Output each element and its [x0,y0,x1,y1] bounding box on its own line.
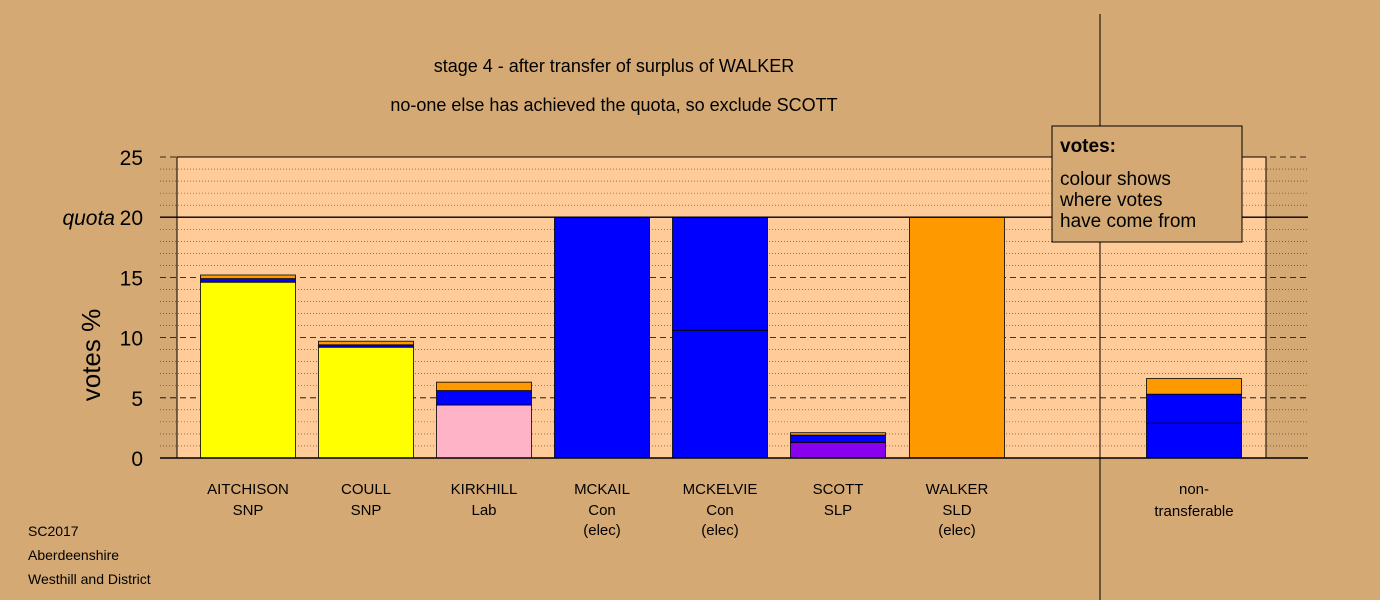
nontransferable-label-2: transferable [1154,503,1233,520]
footer-line-3: Westhill and District [28,571,151,587]
y-tick-label: 20 [120,207,143,230]
candidate-party: SNP [233,502,264,519]
legend-line: where votes [1059,190,1162,211]
candidate-party: SLP [824,502,852,519]
bar-kirkhill-segment [436,404,532,459]
legend-line: have come from [1060,211,1196,232]
bar-aitchison-segment [200,281,296,459]
bar-nontransferable-segment [1146,393,1242,424]
candidate-name: AITCHISON [207,481,289,498]
candidate-status: (elec) [701,522,739,539]
quota-label: quota [62,207,115,230]
bar-kirkhill-segment [436,390,532,406]
y-tick-label: 0 [131,448,143,471]
candidate-name: COULL [341,481,391,498]
bar-coull-segment [318,340,414,346]
chart-subtitle: no-one else has achieved the quota, so e… [390,95,837,115]
bar-mckelvie-segment [672,216,768,331]
candidate-status: (elec) [583,522,621,539]
candidate-name: KIRKHILL [451,481,518,498]
bar-aitchison-segment [200,278,296,283]
candidate-name: MCKELVIE [683,481,758,498]
bar-scott-segment [790,434,886,443]
candidate-party: SLD [942,502,971,519]
footer-line-1: SC2017 [28,523,79,539]
y-tick-label: 15 [120,267,143,290]
y-tick-label: 25 [120,147,143,170]
bar-aitchison-segment [200,274,296,280]
candidate-party: Con [588,502,616,519]
candidate-name: WALKER [926,481,989,498]
candidate-name: MCKAIL [574,481,630,498]
legend-box [1051,125,1243,243]
footer-line-2: Aberdeenshire [28,547,119,563]
bar-scott-segment [790,441,886,459]
candidate-status: (elec) [938,522,976,539]
chart-title: stage 4 - after transfer of surplus of W… [434,56,794,76]
bar-nontransferable-segment [1146,422,1242,459]
y-axis-label: votes % [76,309,106,402]
bar-walker-segment [909,216,1005,459]
bar-coull-segment [318,346,414,459]
bar-kirkhill-segment [436,381,532,391]
bar-nontransferable-segment [1146,378,1242,395]
candidate-name: SCOTT [813,481,864,498]
legend-heading: votes: [1060,136,1116,157]
bar-mckail-segment [554,216,650,459]
candidate-party: SNP [351,502,382,519]
bar-mckelvie-segment [672,329,768,459]
candidate-party: Lab [471,502,496,519]
bar-scott-segment [790,432,886,436]
y-tick-label: 10 [120,328,143,351]
y-tick-label: 5 [131,388,143,411]
legend-line: colour shows [1060,169,1171,190]
candidate-party: Con [706,502,734,519]
nontransferable-label-1: non- [1179,481,1209,498]
